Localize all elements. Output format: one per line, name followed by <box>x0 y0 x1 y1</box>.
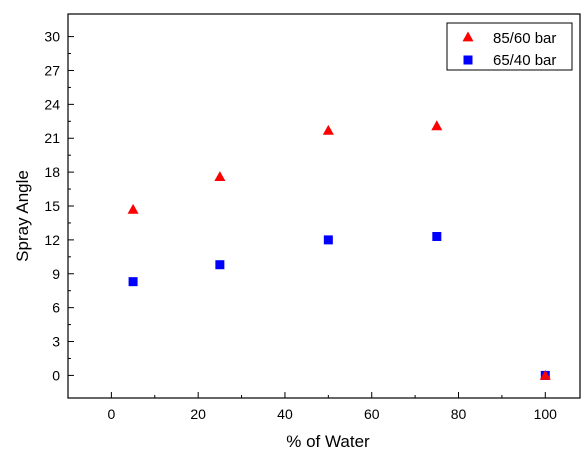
data-point-65-40 <box>432 231 442 241</box>
legend-box <box>446 22 573 71</box>
legend: 85/60 bar 65/40 bar <box>446 22 573 71</box>
x-tick-label: 40 <box>277 406 293 422</box>
legend-label-65-40: 65/40 bar <box>493 52 556 69</box>
x-tick-label: 80 <box>451 406 467 422</box>
x-tick-label: 100 <box>534 406 558 422</box>
legend-marker-85-60 <box>462 31 474 42</box>
data-point-85-60 <box>431 120 443 131</box>
data-point-65-40 <box>215 260 225 270</box>
y-tick-label: 12 <box>44 232 60 248</box>
plot-frame <box>67 13 581 399</box>
y-tick-label: 24 <box>44 96 60 112</box>
data-points <box>127 120 551 380</box>
data-point-85-60 <box>322 124 334 135</box>
y-tick-label: 30 <box>44 29 60 45</box>
y-tick-label: 21 <box>44 130 60 146</box>
data-point-65-40 <box>323 235 333 245</box>
x-tick-label: 60 <box>364 406 380 422</box>
x-tick-label: 0 <box>107 406 115 422</box>
data-point-85-60 <box>214 171 226 182</box>
legend-marker-65-40 <box>463 55 473 65</box>
y-axis: 0 3 6 9 12 15 18 21 24 27 30 <box>44 29 74 383</box>
y-axis-title: Spray Angle <box>13 170 32 262</box>
y-tick-label: 27 <box>44 62 60 78</box>
data-point-65-40 <box>128 277 138 287</box>
y-tick-label: 9 <box>52 266 60 282</box>
y-tick-label: 15 <box>44 198 60 214</box>
y-tick-label: 3 <box>52 334 60 350</box>
x-axis-title: % of Water <box>286 432 370 451</box>
legend-label-85-60: 85/60 bar <box>493 30 556 47</box>
y-tick-label: 0 <box>52 367 60 383</box>
y-tick-label: 6 <box>52 300 60 316</box>
data-point-85-60 <box>127 203 139 214</box>
y-tick-label: 18 <box>44 164 60 180</box>
x-tick-label: 20 <box>190 406 206 422</box>
x-axis: 0 20 40 60 80 100 <box>107 392 557 422</box>
data-point-85-60 <box>539 369 551 380</box>
